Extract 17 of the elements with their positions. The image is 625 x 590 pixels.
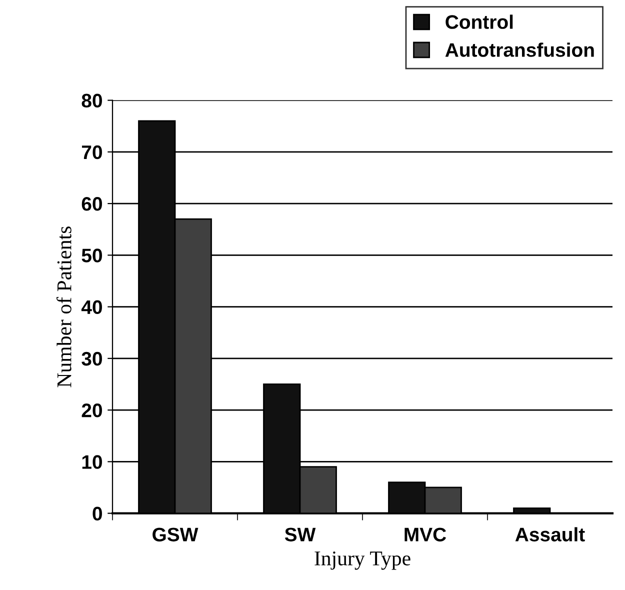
x-tick-label: MVC — [404, 528, 446, 542]
x-tick-label: Assault — [515, 527, 585, 542]
y-tick-label: 40 — [81, 300, 102, 314]
y-tick-label: 20 — [82, 404, 102, 418]
y-tick-label: 0 — [92, 506, 102, 521]
legend-label: Control — [446, 14, 513, 29]
x-tick-label: SW — [284, 528, 316, 542]
y-tick-label: 80 — [82, 94, 102, 108]
y-tick-label: 10 — [82, 455, 102, 469]
y-tick-label: 50 — [82, 248, 102, 262]
x-tick-label: GSW — [152, 528, 198, 542]
x-axis-title: Injury Type — [314, 551, 410, 570]
y-tick-label: 30 — [82, 352, 102, 366]
y-tick-label: 60 — [82, 197, 102, 211]
y-axis-title: Number of Patients — [56, 226, 72, 388]
legend-label: Autotransfusion — [445, 42, 594, 57]
y-tick-label: 70 — [82, 145, 102, 160]
